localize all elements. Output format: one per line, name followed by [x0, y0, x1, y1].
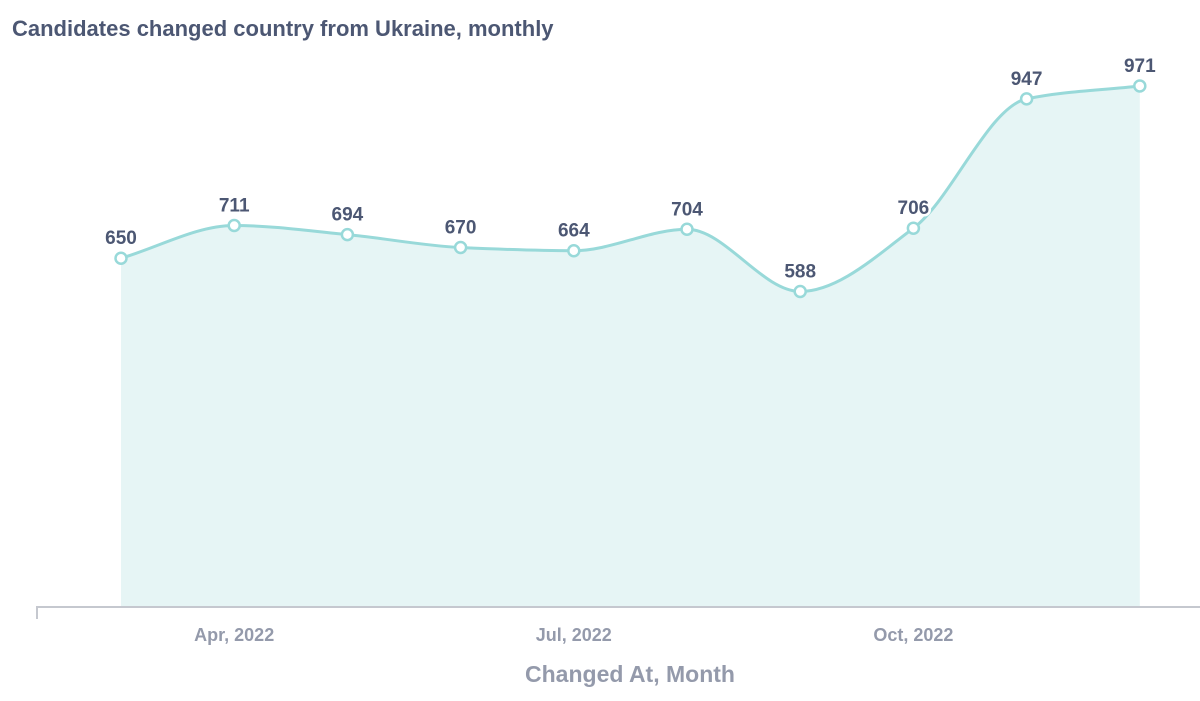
- data-point[interactable]: [453, 240, 468, 255]
- data-label: 670: [445, 218, 477, 239]
- data-point[interactable]: [567, 243, 581, 258]
- data-point[interactable]: [793, 284, 807, 299]
- data-label: 711: [219, 196, 250, 217]
- data-label: 664: [558, 221, 590, 242]
- data-label: 704: [671, 199, 703, 220]
- data-point[interactable]: [1019, 92, 1034, 106]
- data-point[interactable]: [1133, 79, 1147, 93]
- data-label: 588: [784, 262, 816, 283]
- x-tick-label: Jul, 2022: [536, 625, 612, 645]
- x-tick-label: Oct, 2022: [873, 625, 953, 645]
- data-labels: 650 711 694 670 664 704 588 706 947 971: [103, 54, 1159, 286]
- data-label: 971: [1124, 56, 1156, 77]
- series-area-fill: [121, 86, 1140, 607]
- chart-title: Candidates changed country from Ukraine,…: [12, 16, 554, 41]
- x-axis-tick-labels: Apr, 2022 Jul, 2022 Oct, 2022: [194, 625, 953, 645]
- data-point[interactable]: [906, 221, 921, 235]
- data-label: 706: [898, 198, 930, 219]
- data-point[interactable]: [680, 222, 694, 237]
- data-label: 650: [105, 228, 137, 249]
- x-tick-label: Apr, 2022: [194, 625, 274, 645]
- data-points: [114, 79, 1147, 299]
- data-label: 947: [1011, 69, 1043, 90]
- data-point[interactable]: [340, 227, 355, 242]
- series-line: [120, 84, 1140, 294]
- data-label: 694: [332, 205, 364, 226]
- x-axis-label: Changed At, Month: [525, 661, 735, 687]
- data-point[interactable]: [227, 218, 241, 233]
- data-point[interactable]: [114, 251, 128, 265]
